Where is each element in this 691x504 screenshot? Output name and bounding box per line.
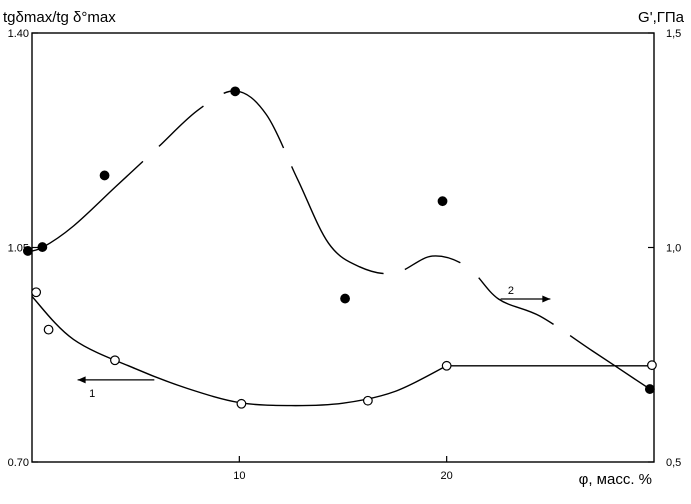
series-2-point xyxy=(99,170,110,181)
series-1-point xyxy=(236,398,247,409)
series-1-curve xyxy=(31,296,654,407)
plot-frame xyxy=(31,32,655,463)
series-2-label: 2 xyxy=(508,285,514,297)
series-1-arrowhead xyxy=(77,376,86,384)
series-2-point xyxy=(22,246,33,256)
series-1-point xyxy=(110,355,120,366)
right-tick-label: 1,5 xyxy=(666,28,681,40)
x-axis-title: φ, масс. % xyxy=(579,471,652,488)
markers-layer xyxy=(22,86,657,409)
series-2-point xyxy=(340,293,350,304)
series-2-point xyxy=(230,86,241,97)
series-1-point xyxy=(31,287,42,298)
series-1-point xyxy=(43,324,54,335)
series-1-point xyxy=(362,395,373,406)
series-2-arrowhead xyxy=(542,295,551,303)
left-tick-label: 1.40 xyxy=(8,28,29,40)
series-1-point xyxy=(647,360,657,371)
series-2-point xyxy=(437,196,448,207)
left-axis-title: tgδmax/tg δ°max xyxy=(3,9,116,26)
series-1-point xyxy=(441,360,452,371)
annotations-layer: 12 xyxy=(77,285,551,400)
series-2-curve xyxy=(25,90,651,390)
right-tick-label: 1,0 xyxy=(666,243,681,255)
x-tick-label: 20 xyxy=(441,470,453,482)
series-2-point xyxy=(644,384,655,394)
tick-labels-layer: 0.701.051.400,51,01,510 20 xyxy=(8,28,682,482)
right-axis-title: G',ГПа xyxy=(638,9,685,26)
left-tick-label: 0.70 xyxy=(8,457,29,469)
x-tick-label: 10 xyxy=(233,470,245,482)
curves-layer xyxy=(25,90,654,407)
series-1-label: 1 xyxy=(89,388,95,400)
ticks-layer xyxy=(32,32,654,463)
series-2-point xyxy=(37,242,48,252)
right-tick-label: 0,5 xyxy=(666,457,681,469)
